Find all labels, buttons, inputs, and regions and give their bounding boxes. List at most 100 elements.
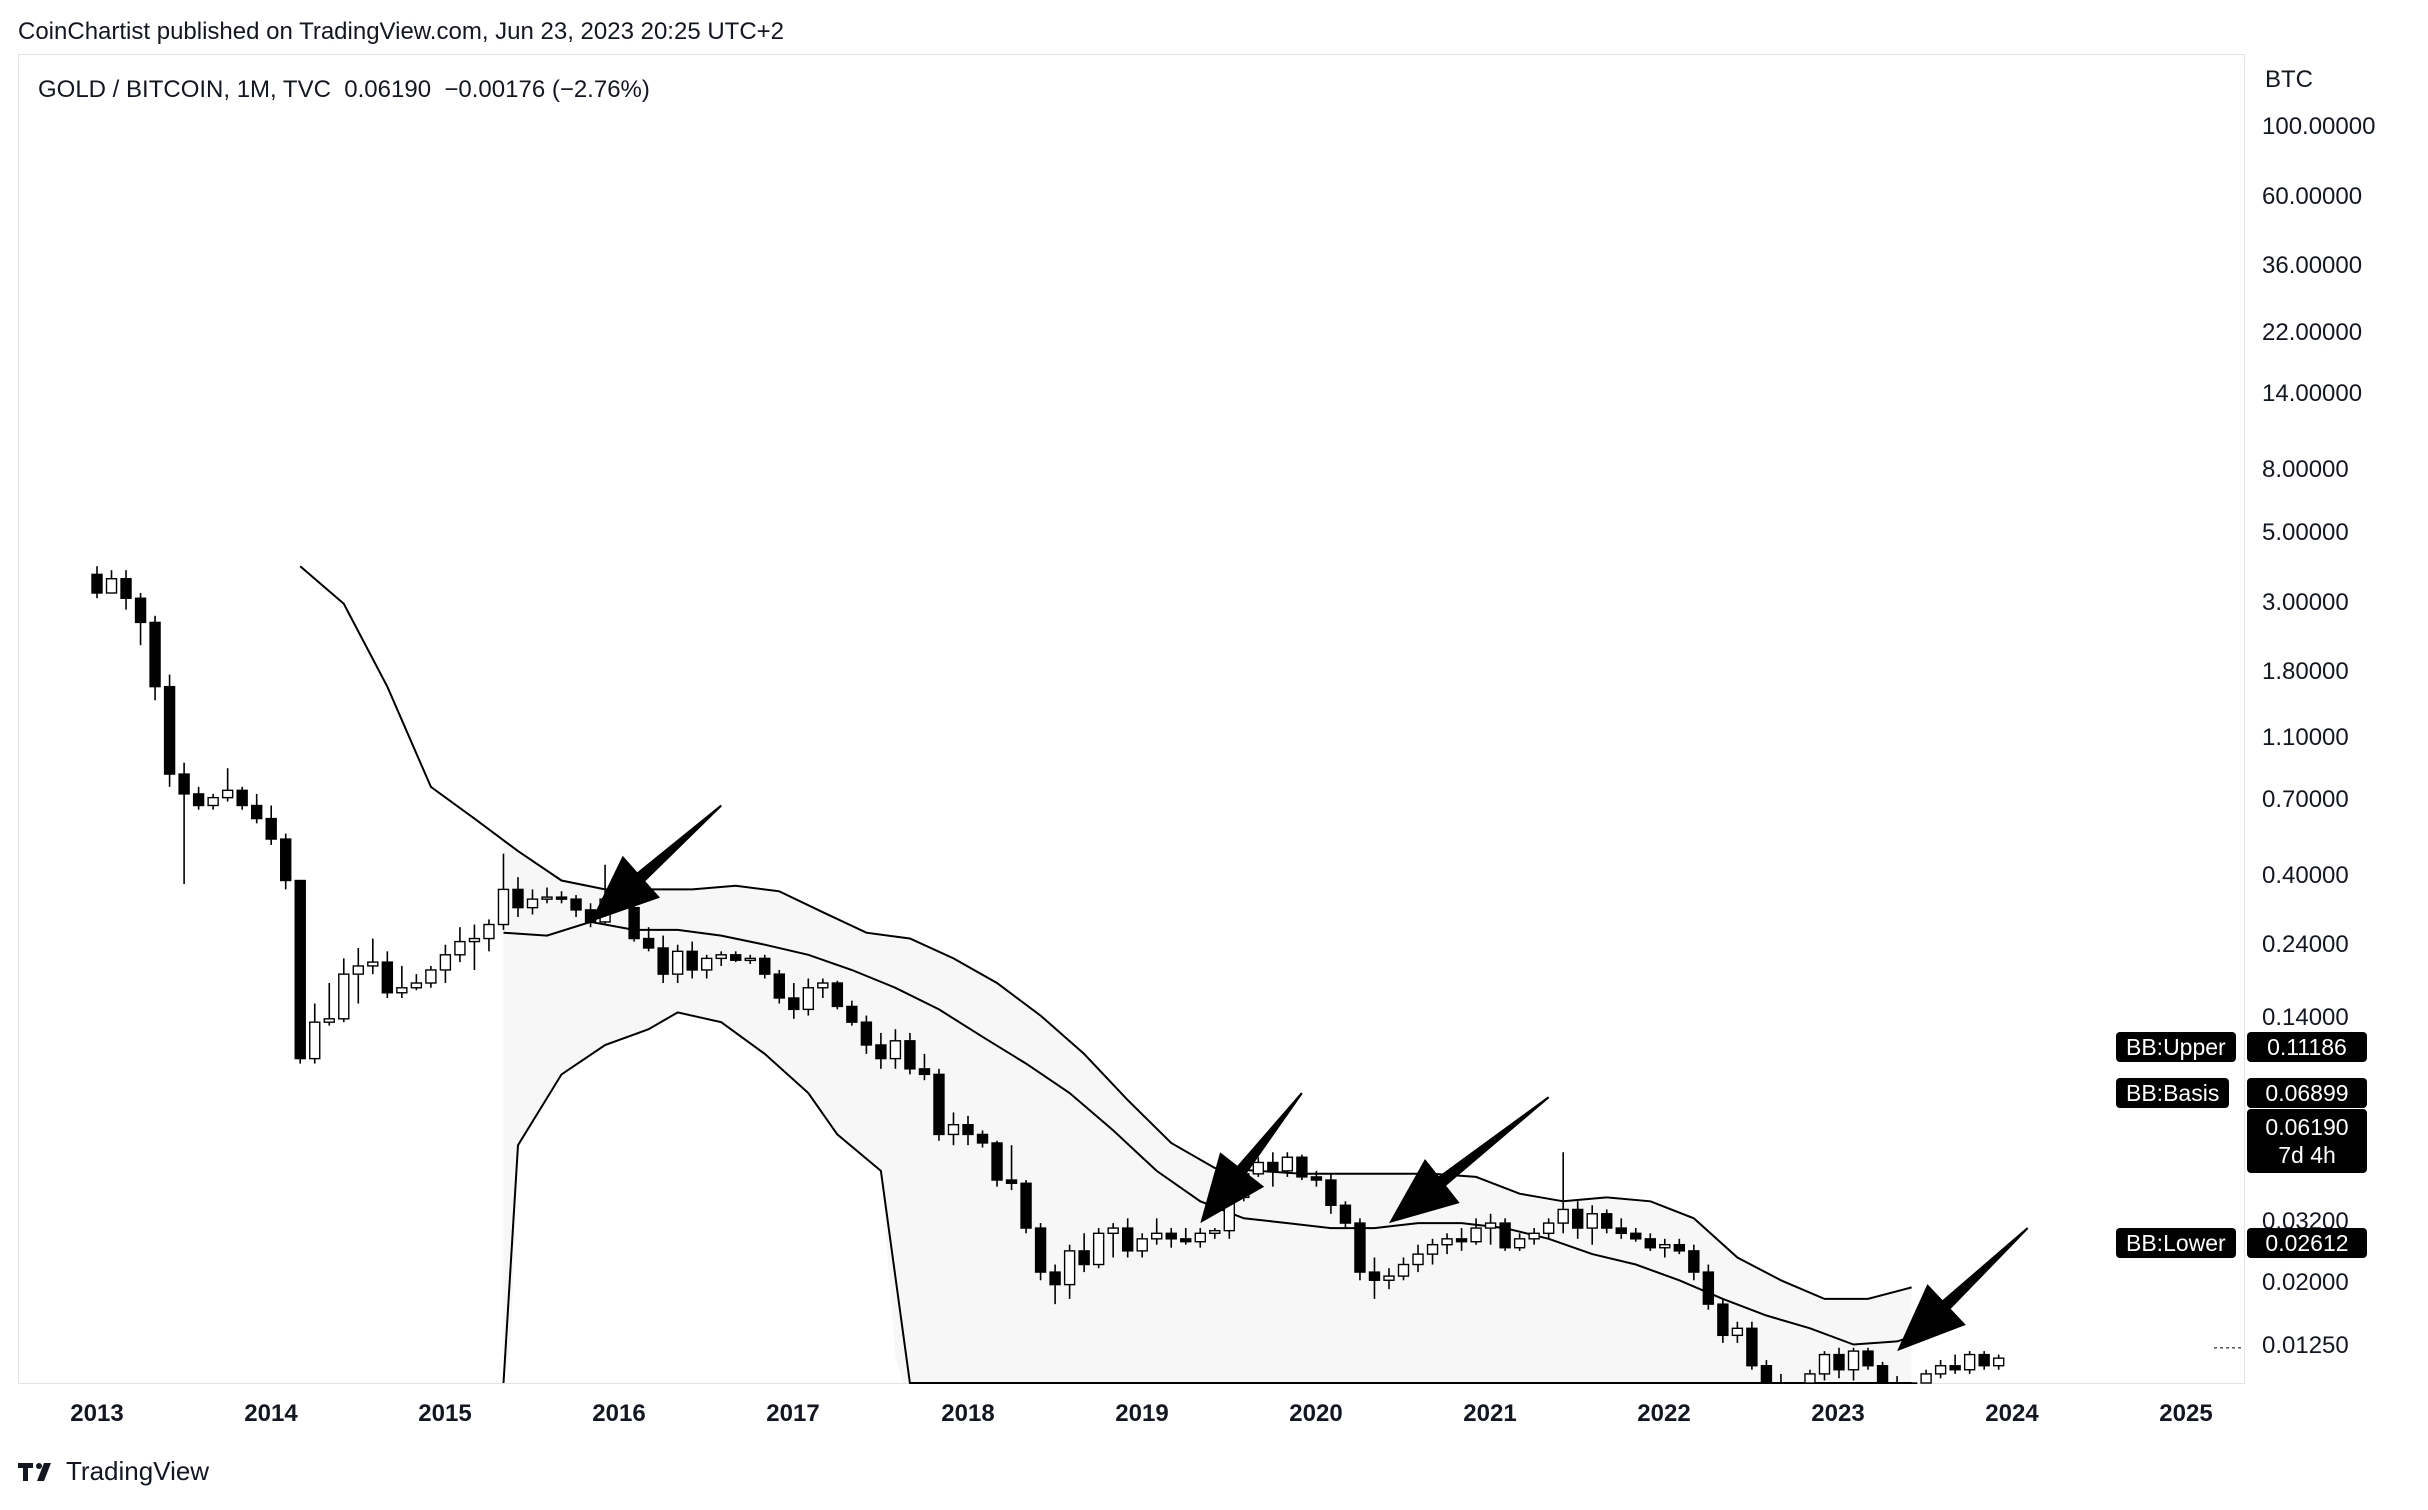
year-tick-label: 2023 <box>1811 1400 1865 1427</box>
year-tick-label: 2015 <box>418 1400 472 1427</box>
candle-up <box>439 954 452 971</box>
candle-down <box>1905 1382 1918 1384</box>
candle-down <box>991 1142 1003 1181</box>
candle-down <box>1354 1222 1366 1273</box>
candle-up <box>425 969 437 984</box>
candle-down <box>555 896 568 900</box>
candle-down <box>512 888 524 909</box>
candle-up <box>1281 1156 1294 1172</box>
candle-down <box>1325 1179 1337 1206</box>
candle-up <box>1659 1243 1671 1249</box>
price-tick-label: 100.00000 <box>2262 113 2376 140</box>
year-tick-label: 2022 <box>1637 1400 1691 1427</box>
candle-down <box>134 597 147 624</box>
candle-up <box>701 957 713 971</box>
candle-down <box>192 793 205 807</box>
symbol-name: GOLD / BITCOIN, 1M, TVC <box>38 76 331 103</box>
candle-down <box>1891 1382 1903 1384</box>
price-tick-label: 3.00000 <box>2262 589 2349 616</box>
bb-upper-line <box>299 565 1912 1300</box>
candle-up <box>1383 1275 1395 1281</box>
last-price-box: 0.06190 7d 4h <box>2247 1109 2367 1173</box>
bar-countdown: 7d 4h <box>2278 1142 2336 1168</box>
price-tick-label: 0.40000 <box>2262 862 2349 889</box>
year-tick-label: 2016 <box>592 1400 646 1427</box>
year-tick-label: 2019 <box>1115 1400 1169 1427</box>
candle-up <box>352 965 364 975</box>
candle-down <box>1455 1238 1468 1243</box>
symbol-last: 0.06190 <box>344 76 432 103</box>
footer-brand: TradingView <box>66 1456 210 1486</box>
candle-down <box>1571 1208 1584 1229</box>
candle-down <box>1121 1227 1134 1252</box>
annotation-arrow <box>1389 1096 1550 1224</box>
candle-down <box>1702 1271 1715 1305</box>
candle-up <box>1412 1253 1424 1266</box>
candle-up <box>1586 1213 1598 1229</box>
candle-up <box>1528 1232 1540 1240</box>
candle-down <box>628 906 640 940</box>
candle-up <box>1209 1229 1221 1235</box>
candle-down <box>381 961 394 994</box>
candle-up <box>323 1018 335 1023</box>
candle-down <box>250 804 263 820</box>
candle-down <box>1165 1232 1177 1240</box>
bb-basis-value: 0.06899 <box>2247 1078 2367 1108</box>
candle-down <box>831 982 844 1008</box>
candle-down <box>1862 1350 1874 1367</box>
price-tick-label: 36.00000 <box>2262 252 2363 279</box>
bb-upper-label: BB:Upper <box>2116 1032 2236 1062</box>
candle-down <box>1034 1227 1047 1273</box>
candle-down <box>686 950 698 971</box>
candle-up <box>889 1040 902 1060</box>
bollinger-band-fill <box>503 840 1912 1383</box>
tradingview-footer[interactable]: TradingView <box>18 1456 209 1487</box>
candle-down <box>730 954 742 961</box>
candle-up <box>309 1021 321 1060</box>
candle-up <box>1818 1353 1831 1375</box>
year-tick-label: 2020 <box>1289 1400 1343 1427</box>
candle-up <box>367 961 379 967</box>
candle-down <box>788 997 800 1011</box>
candle-down <box>1833 1353 1845 1371</box>
candle-up <box>1847 1350 1860 1371</box>
candle-down <box>1267 1161 1279 1172</box>
price-tick-label: 0.70000 <box>2262 786 2349 813</box>
candle-down <box>759 957 771 975</box>
price-tick-label: 1.10000 <box>2262 724 2349 751</box>
candle-up <box>1194 1232 1206 1243</box>
candle-down <box>1949 1365 1961 1371</box>
candle-down <box>875 1044 887 1060</box>
candle-down <box>280 838 292 882</box>
candle-down <box>1615 1227 1627 1235</box>
price-tick-label: 14.00000 <box>2262 380 2363 407</box>
candle-up <box>1441 1238 1453 1246</box>
annotation-arrow <box>1897 1227 2029 1352</box>
candle-up <box>541 896 553 900</box>
candle-down <box>962 1123 974 1136</box>
candle-down <box>846 1005 858 1023</box>
price-tick-label: 0.24000 <box>2262 931 2349 958</box>
candle-down <box>642 937 655 949</box>
year-tick-label: 2021 <box>1463 1400 1517 1427</box>
year-tick-label: 2024 <box>1985 1400 2039 1427</box>
candle-down <box>976 1133 989 1144</box>
candle-up <box>1557 1208 1569 1224</box>
bb-lower-value: 0.02612 <box>2247 1228 2367 1258</box>
candle-up <box>1484 1222 1497 1229</box>
candle-up <box>526 898 539 909</box>
candle-up <box>207 796 219 807</box>
candle-down <box>1673 1243 1686 1252</box>
candle-down <box>657 947 669 975</box>
candle-down <box>1760 1365 1773 1384</box>
symbol-change: −0.00176 (−2.76%) <box>444 76 650 103</box>
candle-down <box>178 773 190 795</box>
candle-down <box>1005 1179 1018 1184</box>
candle-up <box>105 578 118 594</box>
candle-up <box>1063 1250 1076 1286</box>
year-tick-label: 2018 <box>941 1400 995 1427</box>
year-tick-label: 2017 <box>766 1400 820 1427</box>
candle-up <box>1963 1353 1976 1371</box>
candle-down <box>149 621 161 688</box>
